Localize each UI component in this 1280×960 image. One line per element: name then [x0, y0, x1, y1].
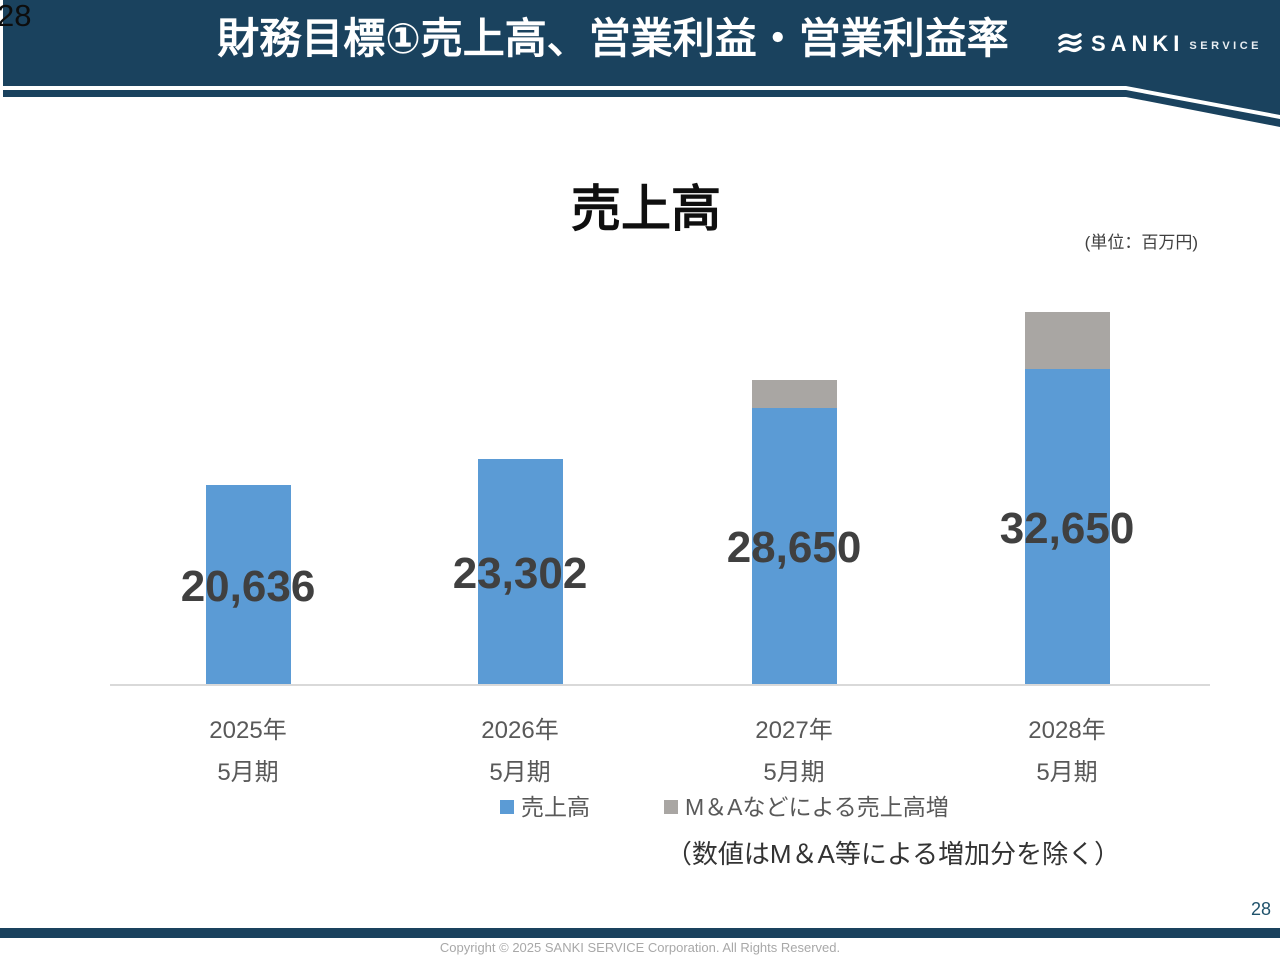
- legend-swatch: [500, 800, 514, 814]
- bar-segment-sales: [1024, 369, 1110, 684]
- x-axis-label-year: 2027年: [755, 717, 833, 744]
- footer-bar: [0, 928, 1280, 938]
- brand-name: SANKI: [1090, 31, 1185, 56]
- sanki-waves-icon: [1058, 33, 1082, 53]
- bar-value-label: 32,650: [999, 503, 1135, 553]
- legend-label: 売上高: [521, 794, 590, 820]
- bar-value-label: 23,302: [452, 548, 588, 598]
- x-axis-label-period: 5月期: [217, 759, 279, 786]
- x-axis-label: 2027年 5月期: [755, 710, 832, 794]
- bar-segment-sales: [751, 408, 837, 684]
- x-axis-label: 2025年 5月期: [209, 710, 286, 794]
- x-axis-label-year: 2028年: [1028, 717, 1106, 744]
- sanki-logo: SANKI SERVICE: [1057, 31, 1262, 57]
- bar-segment-sales: [477, 459, 563, 684]
- bar-segment-sales: [205, 485, 291, 684]
- bar-segment-ma-increase: [751, 380, 837, 408]
- slide-number-bottom: 28: [1250, 899, 1271, 919]
- bar-segment-ma-increase: [1024, 312, 1110, 369]
- chart-note: （数値はM＆A等による増加分を除く）: [665, 839, 1121, 869]
- x-axis-line: [110, 684, 1210, 686]
- copyright-text: Copyright © 2025 SANKI SERVICE Corporati…: [439, 940, 841, 955]
- header-band: [3, 0, 1280, 127]
- bar-value-label: 20,636: [180, 561, 316, 611]
- chart-title: 売上高: [571, 181, 721, 237]
- legend-label: M＆Aなどによる売上高増: [685, 794, 949, 820]
- page-title: 財務目標①売上高、営業利益・営業利益率: [217, 15, 1009, 62]
- x-axis-label-year: 2025年: [209, 717, 287, 744]
- brand-subtitle: SERVICE: [1189, 40, 1262, 52]
- legend-swatch: [664, 800, 678, 814]
- x-axis-label-period: 5月期: [489, 759, 551, 786]
- x-axis-label-period: 5月期: [1036, 759, 1098, 786]
- x-axis-label: 2028年 5月期: [1028, 710, 1105, 794]
- slide-number-top: 28: [0, 0, 32, 33]
- unit-label: (単位：百万円): [1084, 233, 1198, 252]
- x-axis-label-period: 5月期: [763, 759, 825, 786]
- x-axis-label-year: 2026年: [481, 717, 559, 744]
- bar-value-label: 28,650: [726, 523, 862, 572]
- x-axis-label: 2026年 5月期: [481, 710, 558, 794]
